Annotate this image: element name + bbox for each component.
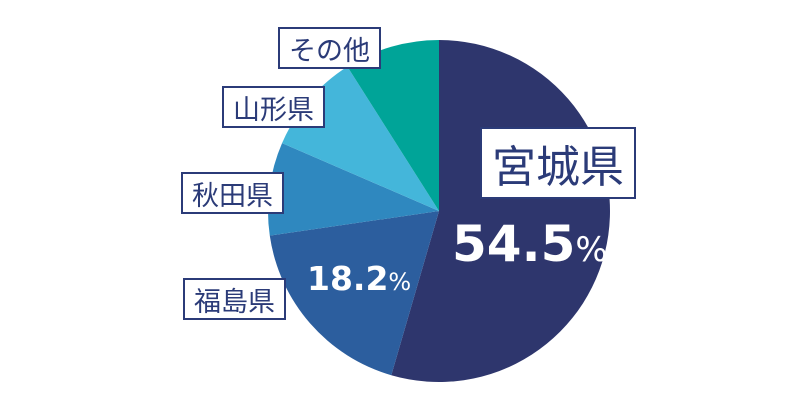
- category-label-yamagata-text: 山形県: [233, 94, 314, 126]
- slice-akita: [267, 143, 439, 236]
- category-label-yamagata: 山形県: [222, 86, 325, 128]
- data-label-fukushima-unit: %: [388, 268, 412, 296]
- category-label-akita: 秋田県: [181, 172, 284, 214]
- category-label-other-text: その他: [289, 35, 370, 67]
- data-label-miyagi: 54.5%: [452, 216, 608, 278]
- category-label-akita-text: 秋田県: [192, 180, 273, 212]
- category-label-miyagi: 宮城県: [480, 127, 636, 199]
- category-label-fukushima: 福島県: [183, 278, 286, 320]
- category-label-miyagi-text: 宮城県: [492, 142, 624, 193]
- data-label-miyagi-unit: %: [575, 230, 608, 270]
- category-label-fukushima-text: 福島県: [194, 286, 275, 318]
- slice-miyagi: [391, 40, 610, 382]
- slice-other: [347, 40, 439, 211]
- slice-fukushima: [269, 211, 439, 376]
- data-label-fukushima-number: 18.2: [307, 259, 389, 298]
- category-label-other: その他: [278, 27, 381, 69]
- data-label-miyagi-number: 54.5: [452, 215, 576, 273]
- data-label-fukushima: 18.2%: [307, 259, 411, 302]
